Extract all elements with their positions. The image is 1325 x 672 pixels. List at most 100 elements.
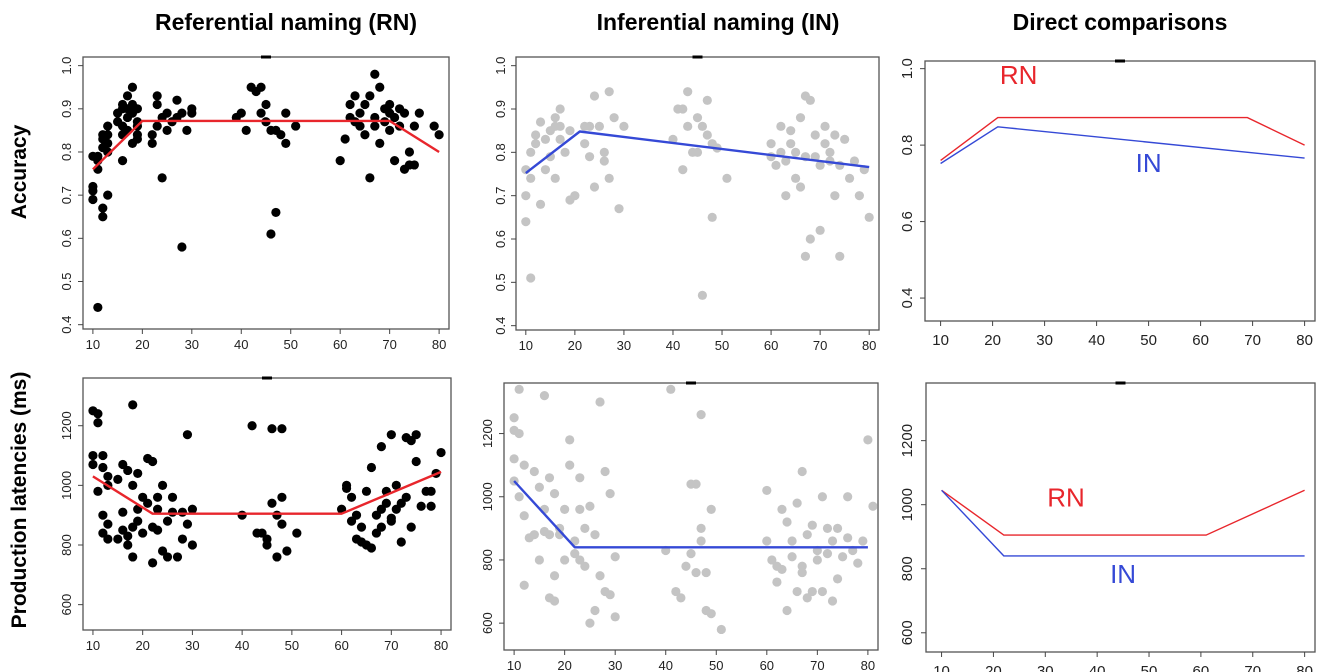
- rn-accuracy-ytick-label: 1.0: [59, 57, 74, 75]
- rn-accuracy-frame: [82, 56, 450, 330]
- rn-accuracy-point: [271, 207, 281, 218]
- direct-accuracy-ytick-label: 0.8: [899, 135, 916, 156]
- rn-latency-point: [93, 486, 103, 496]
- in-accuracy-xtick-label: 70: [813, 338, 827, 353]
- rn-latency-point: [411, 456, 421, 467]
- rn-accuracy-ytick-label: 0.5: [59, 272, 74, 290]
- rn-accuracy-point: [409, 121, 419, 131]
- rn-latency-point: [406, 522, 416, 532]
- in-accuracy-point: [825, 147, 835, 157]
- in-latency-point: [549, 596, 560, 606]
- in-latency-point: [544, 530, 555, 540]
- rn-accuracy-ytick-label: 0.4: [59, 316, 74, 334]
- rn-accuracy-ytick-label: 0.7: [59, 186, 74, 204]
- rn-latency-point: [391, 480, 401, 490]
- rn-accuracy-point: [147, 130, 157, 140]
- direct-latency-ytick-label: 1000: [899, 488, 916, 521]
- in-latency-point: [514, 492, 524, 502]
- in-latency-point: [822, 523, 833, 533]
- direct-latency-xtick-label: 40: [1089, 663, 1106, 672]
- in-accuracy-point: [589, 91, 600, 101]
- in-accuracy-point: [678, 165, 688, 175]
- in-accuracy-point: [550, 173, 560, 183]
- in-latency-point: [868, 501, 878, 511]
- in-accuracy-point: [810, 130, 820, 140]
- rn-latency-point: [361, 486, 372, 496]
- in-accuracy-point: [555, 104, 565, 114]
- rn-accuracy-point: [370, 121, 380, 131]
- in-latency-xtick-label: 60: [760, 658, 774, 672]
- in-latency-point: [534, 482, 544, 492]
- rn-latency-point: [341, 483, 352, 493]
- in-accuracy-xtick-label: 30: [617, 338, 631, 353]
- rn-latency-point: [93, 409, 103, 419]
- in-latency-point: [580, 523, 590, 533]
- in-accuracy-xtick-label: 80: [862, 338, 876, 353]
- in-accuracy-xtick-label: 50: [715, 338, 729, 353]
- in-latency-xtick-label: 80: [861, 658, 875, 672]
- direct-accuracy-xtick-label: 50: [1140, 332, 1157, 349]
- rn-latency-ytick-label: 1000: [59, 471, 74, 500]
- in-latency-point: [671, 586, 681, 597]
- rn-accuracy-point: [152, 91, 162, 101]
- rn-latency-point: [172, 552, 183, 562]
- direct-latency-xtick-label: 20: [985, 663, 1002, 672]
- in-latency-point: [676, 593, 686, 603]
- rn-latency-point: [133, 516, 143, 526]
- rn-latency-point: [167, 507, 178, 517]
- in-accuracy-point: [599, 156, 609, 166]
- in-latency-point: [797, 567, 807, 578]
- in-latency-point: [762, 485, 772, 496]
- in-accuracy-point: [526, 173, 536, 183]
- rn-accuracy-point: [360, 130, 370, 140]
- in-latency-point: [605, 590, 615, 600]
- in-accuracy-point: [531, 130, 541, 140]
- rn-accuracy-point: [132, 134, 143, 144]
- rn-latency-point: [128, 400, 138, 410]
- rn-latency-point: [411, 430, 421, 440]
- rn-latency-ytick-label: 600: [59, 594, 74, 616]
- in-accuracy-panel: 10 20 30 40 50 60 70 80 0.4 0.5 0.6 0.7 0.8 0.9 1.0: [493, 55, 880, 353]
- direct-accuracy-xtick-label: 70: [1244, 332, 1261, 349]
- in-accuracy-point: [854, 191, 864, 201]
- in-latency-point: [782, 605, 792, 616]
- direct-accuracy-series-rn: [940, 116, 1305, 161]
- rn-latency-point: [162, 552, 173, 562]
- rn-accuracy-point: [365, 173, 375, 183]
- rn-latency-xtick-label: 30: [185, 638, 199, 653]
- in-accuracy-point: [795, 182, 806, 192]
- rn-latency-xtick-label: 40: [235, 638, 249, 653]
- in-accuracy-point: [555, 134, 565, 144]
- in-accuracy-ytick-label: 0.9: [493, 100, 508, 118]
- in-latency-point: [595, 571, 605, 581]
- in-accuracy-point: [584, 152, 595, 162]
- in-latency-point: [544, 473, 555, 483]
- rn-accuracy-point: [404, 147, 415, 157]
- in-latency-point: [716, 624, 726, 635]
- rn-latency-point: [177, 534, 188, 544]
- in-latency-point: [605, 488, 615, 499]
- in-accuracy-point: [786, 139, 796, 149]
- rn-latency-xtick-label: 80: [434, 638, 448, 653]
- rn-accuracy-xtick-label: 30: [185, 337, 199, 352]
- in-latency-point: [827, 596, 838, 606]
- in-accuracy-fit-line: [525, 130, 870, 175]
- rn-accuracy-point: [152, 99, 162, 110]
- direct-accuracy-series-label-in: IN: [1136, 148, 1162, 178]
- direct-accuracy-ytick-label: 0.6: [899, 211, 916, 232]
- in-accuracy-point: [849, 156, 860, 166]
- rn-accuracy-point: [375, 138, 385, 148]
- rn-accuracy-point: [281, 138, 291, 148]
- in-latency-point: [797, 561, 807, 571]
- in-latency-point: [610, 612, 620, 622]
- rn-latency-point: [93, 418, 103, 428]
- in-latency-point: [590, 530, 600, 540]
- in-latency-point: [706, 609, 716, 619]
- rn-latency-point: [88, 450, 98, 461]
- rn-latency-point: [162, 516, 173, 526]
- rn-latency-point: [426, 501, 436, 511]
- rn-accuracy-point: [375, 82, 385, 92]
- in-accuracy-point: [535, 199, 546, 209]
- in-latency-xtick-label: 30: [608, 658, 622, 672]
- in-accuracy-point: [800, 251, 811, 261]
